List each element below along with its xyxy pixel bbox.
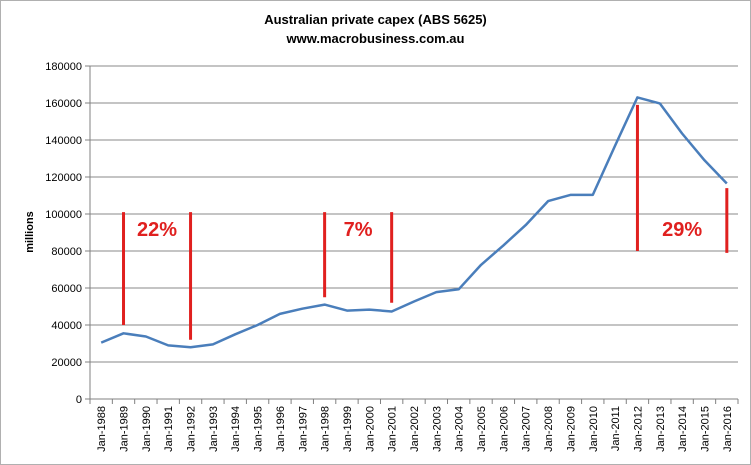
x-tick-label: Jan-1998 [320, 406, 332, 452]
x-tick-label: Jan-1993 [208, 406, 220, 452]
y-tick-label: 80000 [51, 246, 82, 258]
x-tick-label: Jan-2001 [387, 406, 399, 452]
annotations: 22% 7% 29% [122, 104, 729, 340]
x-tick-label: Jan-1994 [230, 406, 242, 452]
x-tick-label: Jan-1992 [186, 406, 198, 452]
x-tick-label: Jan-2013 [655, 406, 667, 452]
x-tick-label: Jan-1988 [96, 406, 108, 452]
x-tick-label: Jan-2014 [677, 406, 689, 452]
y-tick-label: 20000 [51, 357, 82, 369]
annotation-label: 22% [137, 219, 177, 241]
x-tick-label: Jan-2007 [521, 406, 533, 452]
y-tick-label: 180000 [45, 61, 82, 73]
x-tick-label: Jan-2011 [610, 406, 622, 451]
y-tick-label: 40000 [51, 320, 82, 332]
x-tick-label: Jan-1989 [119, 406, 131, 452]
y-tick-label: 140000 [45, 135, 82, 147]
x-tick-label: Jan-2003 [431, 406, 443, 452]
y-tick-label: 120000 [45, 172, 82, 184]
x-tick-label: Jan-2002 [409, 406, 421, 452]
x-tick-label: Jan-2006 [498, 406, 510, 452]
x-tick-label: Jan-2000 [364, 406, 376, 452]
x-tick-label: Jan-2009 [565, 406, 577, 452]
y-tick-label: 0 [76, 394, 82, 406]
x-tick-label: Jan-2004 [454, 406, 466, 452]
x-tick-label: Jan-2010 [588, 406, 600, 452]
x-tick-label: Jan-2005 [476, 406, 488, 452]
chart-title: Australian private capex (ABS 5625) [264, 12, 487, 27]
chart-subtitle: www.macrobusiness.com.au [286, 31, 465, 46]
y-axis-label: millions [24, 211, 36, 253]
x-tick-label: Jan-2012 [632, 406, 644, 452]
annotation-label: 7% [344, 219, 373, 241]
y-tick-label: 60000 [51, 283, 82, 295]
y-tick-label: 100000 [45, 209, 82, 221]
axes [85, 65, 739, 404]
x-tick-label: Jan-2008 [543, 406, 555, 452]
annotation-label: 29% [662, 219, 702, 241]
gridlines [90, 65, 738, 363]
x-tick-label: Jan-1990 [141, 406, 153, 452]
series [100, 96, 728, 349]
x-tick-label: Jan-1995 [253, 406, 265, 452]
x-tick-labels: Jan-1988 Jan-1989 Jan-1990 Jan-1991 Jan-1992… [96, 406, 734, 452]
x-tick-label: Jan-1991 [163, 406, 175, 452]
series-line [100, 96, 728, 349]
x-tick-label: Jan-1999 [342, 406, 354, 452]
y-tick-labels: 0 20000 40000 60000 80000 100000 120000 140000 1… [45, 61, 82, 406]
x-tick-label: Jan-2015 [699, 406, 711, 452]
x-tick-label: Jan-2016 [722, 406, 734, 452]
x-tick-label: Jan-1996 [275, 406, 287, 452]
x-tick-label: Jan-1997 [297, 406, 309, 452]
y-tick-label: 160000 [45, 98, 82, 110]
